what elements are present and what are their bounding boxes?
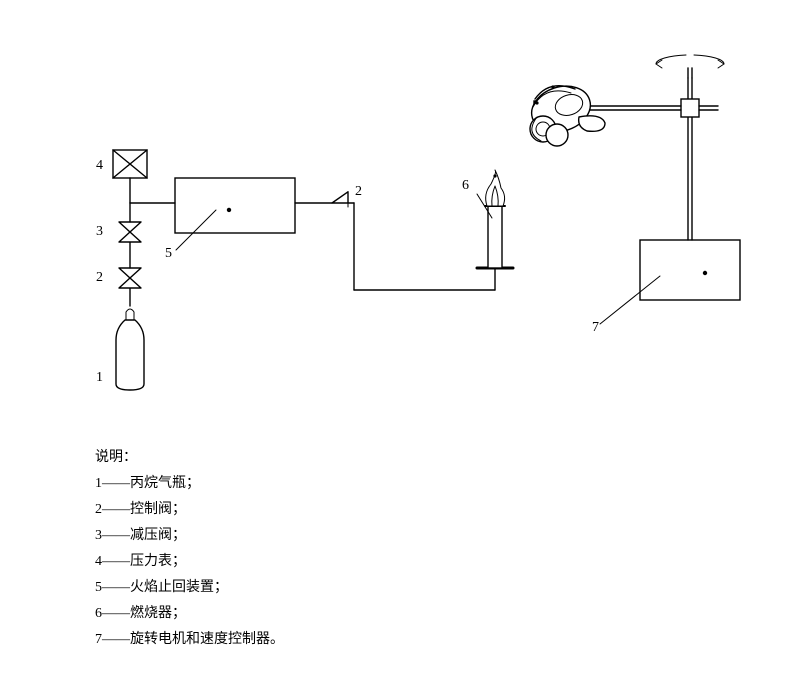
- legend-item: 2——控制阀；: [95, 497, 284, 523]
- legend-item: 6——燃烧器；: [95, 601, 284, 627]
- legend: 说明： 1——丙烷气瓶； 2——控制阀； 3——减压阀； 4——压力表； 5——…: [95, 445, 284, 653]
- legend-item: 1——丙烷气瓶；: [95, 471, 284, 497]
- callout-1: 1: [96, 370, 103, 386]
- legend-item: 3——减压阀；: [95, 523, 284, 549]
- callout-2b: 2: [355, 184, 362, 200]
- legend-item: 7——旋转电机和速度控制器。: [95, 627, 284, 653]
- callout-3: 3: [96, 224, 103, 240]
- callout-7: 7: [592, 320, 599, 336]
- callout-6: 6: [462, 178, 469, 194]
- callout-4: 4: [96, 158, 103, 174]
- legend-title: 说明：: [95, 445, 284, 471]
- legend-item: 4——压力表；: [95, 549, 284, 575]
- diagram-stage: 1 2 3 4 2 5 6 7 说明： 1——丙烷气瓶； 2——控制阀； 3——…: [0, 0, 810, 681]
- legend-item: 5——火焰止回装置；: [95, 575, 284, 601]
- callout-2a: 2: [96, 270, 103, 286]
- callout-5: 5: [165, 246, 172, 262]
